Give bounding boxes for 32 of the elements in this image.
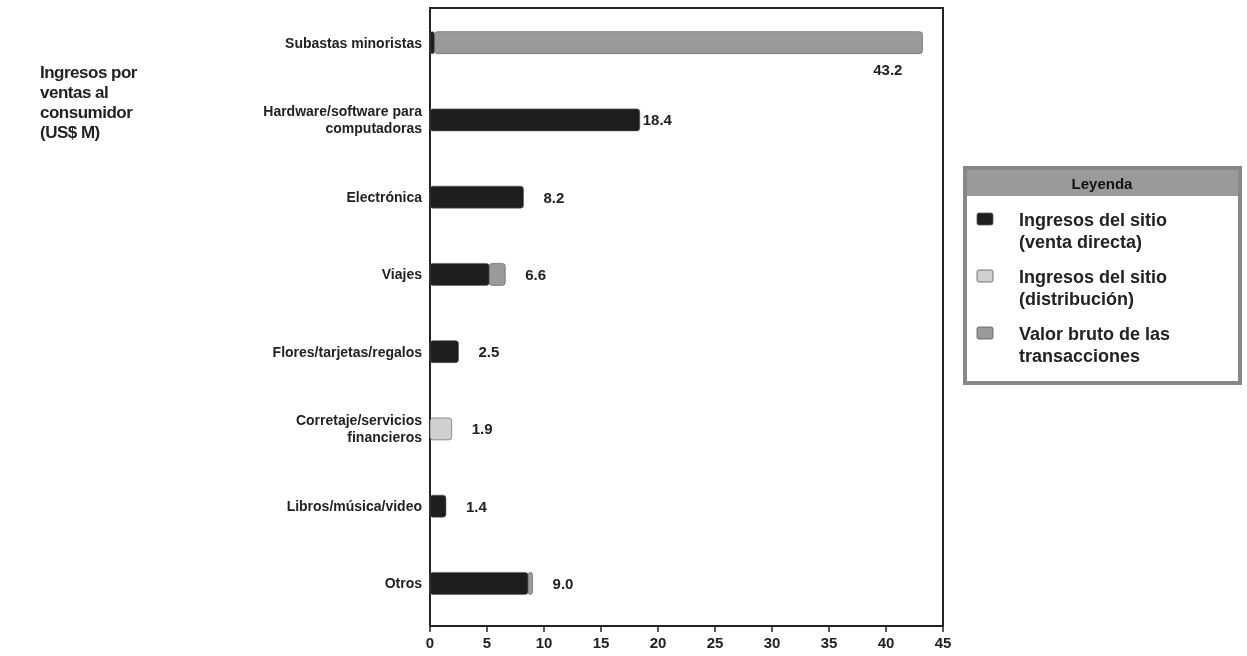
- x-tick-label: 0: [425, 634, 435, 651]
- y-tick-label: Flores/tarjetas/regalos: [272, 343, 423, 360]
- total-label: 8.2: [543, 188, 565, 206]
- total-label: 1.4: [465, 497, 488, 515]
- total-label: 2.5: [478, 343, 500, 361]
- legend-label: Ingresos del sitio (distribución): [1019, 267, 1168, 309]
- total-label: 6.6: [525, 265, 547, 283]
- x-tick-label: 40: [877, 634, 895, 651]
- x-tick-label: 5: [482, 634, 492, 651]
- x-tick-label: 15: [592, 634, 610, 651]
- y-tick-label: Viajes: [381, 266, 423, 283]
- y-tick-label: Corretaje/servicios financieros: [295, 412, 423, 446]
- text: Ingresos por ventas al consumidor (US$ M): [40, 63, 138, 142]
- total-label: 43.2: [873, 61, 903, 79]
- x-tick-label: 30: [763, 634, 781, 651]
- total-label: 9.0: [552, 574, 574, 592]
- y-tick-label: Otros: [384, 575, 423, 592]
- legend-title: Leyenda: [1071, 175, 1134, 192]
- total-label: 18.4: [642, 111, 673, 129]
- y-tick-label: Libros/música/video: [286, 498, 422, 515]
- x-tick-label: 45: [934, 634, 952, 651]
- y-tick-label: Electrónica: [346, 189, 423, 206]
- legend-label: Valor bruto de las transacciones: [1019, 324, 1171, 366]
- x-tick-label: 25: [706, 634, 724, 651]
- x-tick-label: 35: [820, 634, 838, 651]
- y-tick-label: Hardware/software para computadoras: [263, 103, 423, 137]
- x-tick-label: 20: [649, 634, 667, 651]
- y-tick-label: Subastas minoristas: [285, 34, 423, 51]
- bar: [429, 417, 452, 441]
- legend-label: Ingresos del sitio (venta directa): [1019, 210, 1168, 252]
- total-label: 1.9: [471, 420, 493, 438]
- x-tick-label: 10: [535, 634, 553, 651]
